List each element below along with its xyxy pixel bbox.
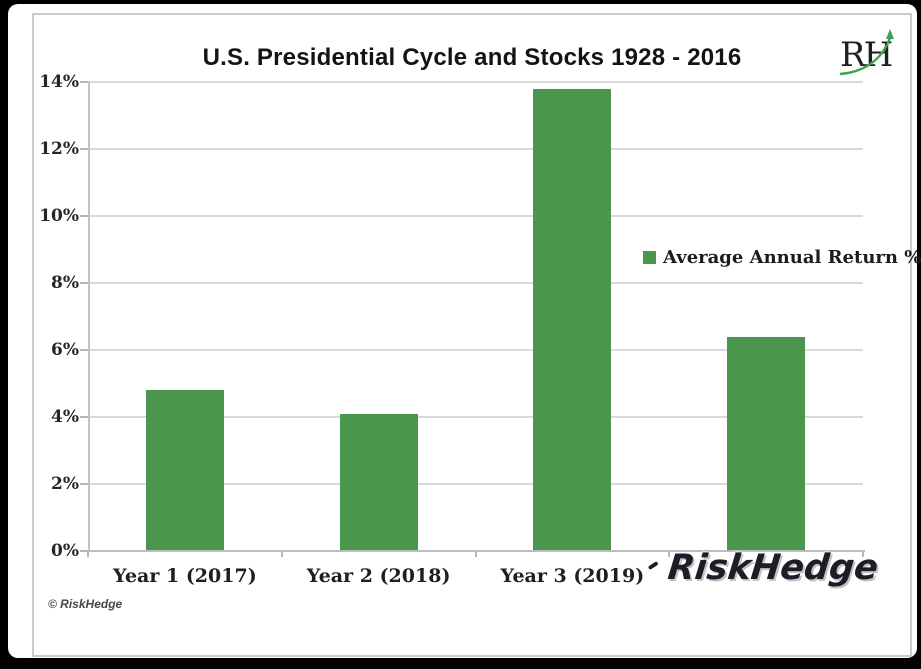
y-axis-label: 12%: [39, 139, 79, 159]
chart-title: U.S. Presidential Cycle and Stocks 1928 …: [202, 44, 742, 71]
y-axis-tick: [80, 416, 88, 418]
logo-letters: RH: [840, 35, 892, 75]
x-axis-tick: [87, 552, 89, 557]
x-category-label: Year 1 (2017): [113, 565, 257, 587]
y-axis-label: 6%: [51, 340, 79, 360]
logo-arrow-curve: [839, 37, 892, 76]
watermark-text: RiskHedge: [665, 548, 881, 588]
y-axis-tick: [80, 148, 88, 150]
y-axis-tick: [80, 215, 88, 217]
x-axis-tick: [280, 552, 283, 557]
gridline-10%: [88, 215, 863, 217]
x-axis-tick: [474, 552, 477, 557]
gridline-12%: [88, 148, 863, 150]
y-axis-tick: [80, 550, 88, 552]
y-axis-label: 14%: [39, 72, 79, 92]
chart-legend: Average Annual Return %: [643, 247, 921, 268]
y-axis-tick: [80, 483, 88, 485]
gridline-2%: [88, 483, 863, 485]
y-axis-label: 8%: [51, 273, 79, 293]
bar-category-4: [727, 336, 806, 551]
gridline-4%: [88, 416, 863, 418]
riskhedge-watermark: RiskHedge: [647, 548, 881, 588]
y-axis-tick: [80, 349, 88, 351]
x-category-label: Year 2 (2018): [306, 565, 451, 587]
y-axis-label: 10%: [39, 206, 79, 226]
logo-arrowhead-icon: [886, 29, 894, 39]
x-axis-tick: [862, 552, 864, 557]
bar-Year 3 (2019): [533, 88, 612, 551]
bar-Year 2 (2018): [339, 413, 418, 551]
y-axis-label: 0%: [51, 541, 79, 561]
y-axis-label: 4%: [51, 407, 79, 427]
y-axis-tick: [80, 81, 88, 83]
y-axis-tick: [80, 282, 88, 284]
x-category-label: Year 3 (2019): [500, 565, 645, 587]
bar-Year 1 (2017): [145, 390, 224, 551]
x-axis-tick: [668, 552, 671, 557]
gridline-6%: [88, 349, 863, 351]
legend-label: Average Annual Return %: [663, 247, 921, 268]
gridline-8%: [88, 282, 863, 284]
x-axis-line: [88, 550, 865, 552]
y-axis-label: 2%: [51, 474, 79, 494]
copyright-note: © RiskHedge: [48, 597, 123, 611]
legend-swatch-icon: [643, 251, 656, 264]
y-axis-line: [88, 82, 90, 551]
riskhedge-rh-logo: RH: [839, 29, 894, 76]
gridline-14%: [88, 81, 863, 83]
